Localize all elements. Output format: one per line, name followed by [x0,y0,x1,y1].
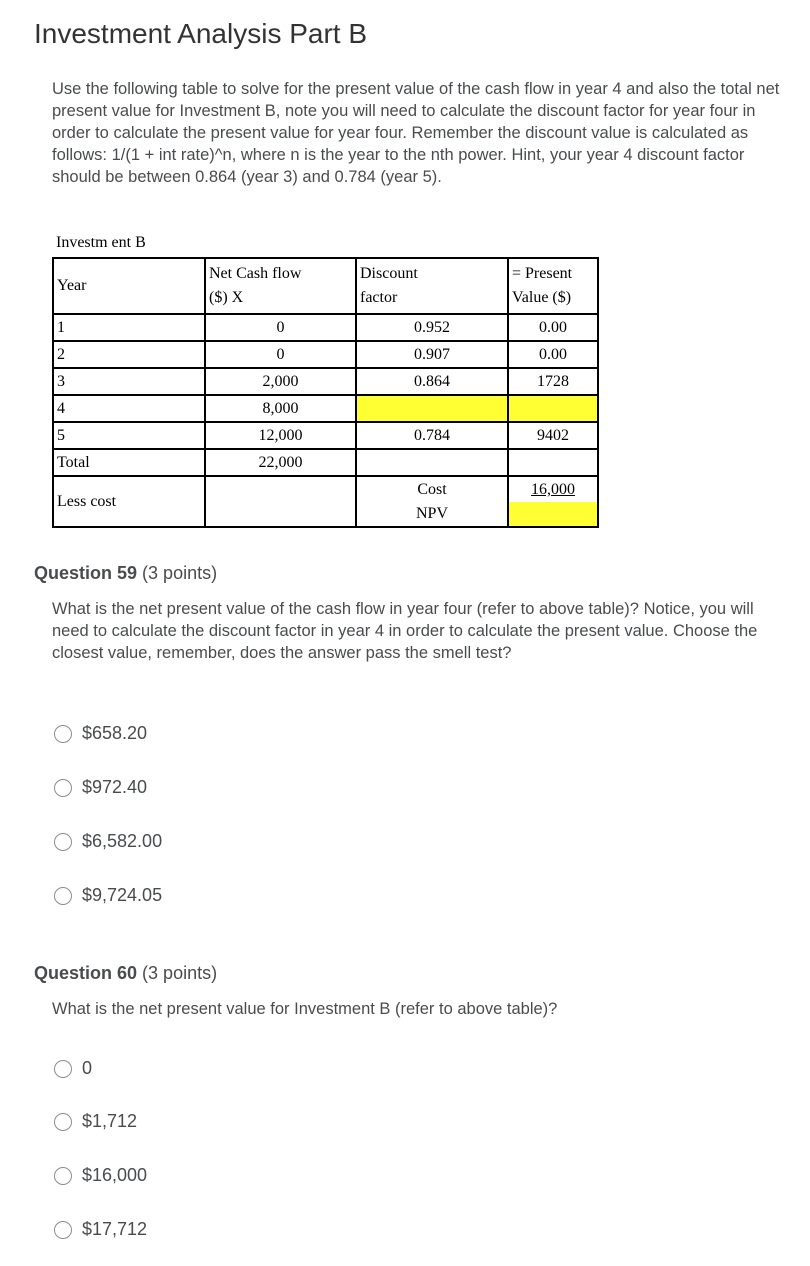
empty-cell [204,475,357,528]
q60-option-2[interactable]: $1,712 [54,1111,137,1132]
cost-npv-labels: Cost NPV [355,475,509,528]
option-label: $1,712 [82,1111,138,1131]
radio-icon[interactable] [54,832,72,851]
header-pv-line2: Value ($) [512,289,572,306]
question-title: Question 60 [34,963,138,983]
radio-icon[interactable] [54,1112,72,1131]
table-header-row: Year Net Cash flow ($) X Discount factor =… [52,257,599,315]
factor-cell: 0.784 [355,421,509,450]
table-caption: Investm ent B [56,234,146,251]
empty-cell [355,448,509,477]
header-year: Year [52,257,206,315]
npv-label: NPV [415,505,448,522]
year-cell: 5 [52,421,206,450]
radio-icon[interactable] [54,886,72,905]
header-cash-line1: Net Cash flow [209,265,302,282]
option-label: $972.40 [82,777,148,797]
factor-cell-highlighted [355,394,509,423]
radio-icon[interactable] [54,778,72,797]
question-59-header: Question 59 (3 points) [34,563,217,584]
option-label: $658.20 [82,723,148,743]
header-discount: Discount factor [355,257,509,315]
year-cell: 1 [52,313,206,342]
cash-cell: 0 [204,313,357,342]
question-points: (3 points) [142,963,218,983]
question-59-text: What is the net present value of the cas… [52,600,758,662]
intro-text: Use the following table to solve for the… [52,80,780,186]
year-cell: 4 [52,394,206,423]
header-present-value: = Present Value ($) [507,257,599,315]
option-label: 0 [82,1058,93,1078]
header-cash-flow: Net Cash flow ($) X [204,257,357,315]
option-label: $16,000 [82,1165,148,1185]
table-row: 4 8,000 [52,394,599,423]
cash-cell: 0 [204,340,357,369]
option-label: $9,724.05 [82,885,163,905]
table-row: 3 2,000 0.864 1728 [52,367,599,396]
header-cash-line2: ($) X [209,289,244,306]
pv-cell: 9402 [507,421,599,450]
factor-cell: 0.952 [355,313,509,342]
header-disc-line1: Discount [360,265,418,282]
less-cost-row: Less cost Cost NPV 16,000 [52,475,599,528]
question-60-text: What is the net present value for Invest… [52,1000,558,1018]
year-cell: 2 [52,340,206,369]
npv-value-highlighted [509,502,597,526]
radio-icon[interactable] [54,1059,72,1078]
cost-value: 16,000 [531,481,575,498]
question-points: (3 points) [142,563,218,583]
empty-cell [507,448,599,477]
header-disc-line2: factor [360,289,398,306]
factor-cell: 0.864 [355,367,509,396]
table-row: 2 0 0.907 0.00 [52,340,599,369]
table-row: 1 0 0.952 0.00 [52,313,599,342]
investment-table: Year Net Cash flow ($) X Discount factor =… [52,257,599,528]
pv-cell-highlighted [507,394,599,423]
table-row: 5 12,000 0.784 9402 [52,421,599,450]
less-cost-label: Less cost [52,475,206,528]
q59-option-4[interactable]: $9,724.05 [54,885,162,906]
radio-icon[interactable] [54,1220,72,1239]
q59-option-2[interactable]: $972.40 [54,777,147,798]
q60-option-1[interactable]: 0 [54,1058,92,1079]
cost-npv-values: 16,000 [507,475,599,528]
total-label: Total [52,448,206,477]
q59-option-1[interactable]: $658.20 [54,723,147,744]
cost-label: Cost [417,481,447,498]
question-60-header: Question 60 (3 points) [34,963,217,984]
option-label: $17,712 [82,1219,148,1239]
q60-option-4[interactable]: $17,712 [54,1219,147,1240]
total-cash: 22,000 [204,448,357,477]
question-title: Question 59 [34,563,138,583]
q59-option-3[interactable]: $6,582.00 [54,831,162,852]
cash-cell: 2,000 [204,367,357,396]
radio-icon[interactable] [54,724,72,743]
pv-cell: 0.00 [507,340,599,369]
cash-cell: 12,000 [204,421,357,450]
radio-icon[interactable] [54,1166,72,1185]
factor-cell: 0.907 [355,340,509,369]
cash-cell: 8,000 [204,394,357,423]
pv-cell: 1728 [507,367,599,396]
option-label: $6,582.00 [82,831,163,851]
header-pv-line1: = Present [512,265,573,282]
pv-cell: 0.00 [507,313,599,342]
year-cell: 3 [52,367,206,396]
page-title: Investment Analysis Part B [34,18,368,49]
total-row: Total 22,000 [52,448,599,477]
q60-option-3[interactable]: $16,000 [54,1165,147,1186]
